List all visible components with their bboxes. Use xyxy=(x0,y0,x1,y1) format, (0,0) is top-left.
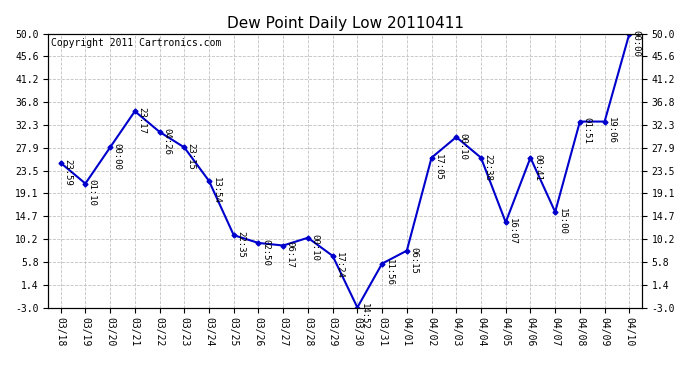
Text: 06:15: 06:15 xyxy=(409,246,418,273)
Text: Copyright 2011 Cartronics.com: Copyright 2011 Cartronics.com xyxy=(51,38,221,48)
Text: 22:38: 22:38 xyxy=(484,153,493,180)
Text: 00:41: 00:41 xyxy=(533,153,542,180)
Text: 00:10: 00:10 xyxy=(459,133,468,160)
Text: 13:54: 13:54 xyxy=(211,177,221,204)
Text: 14:52: 14:52 xyxy=(359,303,369,330)
Text: 17:05: 17:05 xyxy=(434,153,443,180)
Text: 06:17: 06:17 xyxy=(286,242,295,268)
Text: 04:26: 04:26 xyxy=(162,128,171,154)
Text: 17:24: 17:24 xyxy=(335,252,344,279)
Text: 19:06: 19:06 xyxy=(607,117,616,144)
Text: 01:10: 01:10 xyxy=(88,179,97,206)
Text: 01:51: 01:51 xyxy=(582,117,591,144)
Text: 00:00: 00:00 xyxy=(632,30,641,57)
Text: 23:59: 23:59 xyxy=(63,159,72,186)
Text: 11:56: 11:56 xyxy=(384,260,393,286)
Text: 15:00: 15:00 xyxy=(558,208,566,235)
Text: 02:50: 02:50 xyxy=(261,239,270,266)
Text: 23:15: 23:15 xyxy=(187,143,196,170)
Text: 16:07: 16:07 xyxy=(508,218,518,245)
Text: 23:17: 23:17 xyxy=(137,107,146,134)
Text: 22:35: 22:35 xyxy=(236,231,245,258)
Text: 00:00: 00:00 xyxy=(112,143,121,170)
Title: Dew Point Daily Low 20110411: Dew Point Daily Low 20110411 xyxy=(226,16,464,31)
Text: 00:10: 00:10 xyxy=(310,234,319,261)
